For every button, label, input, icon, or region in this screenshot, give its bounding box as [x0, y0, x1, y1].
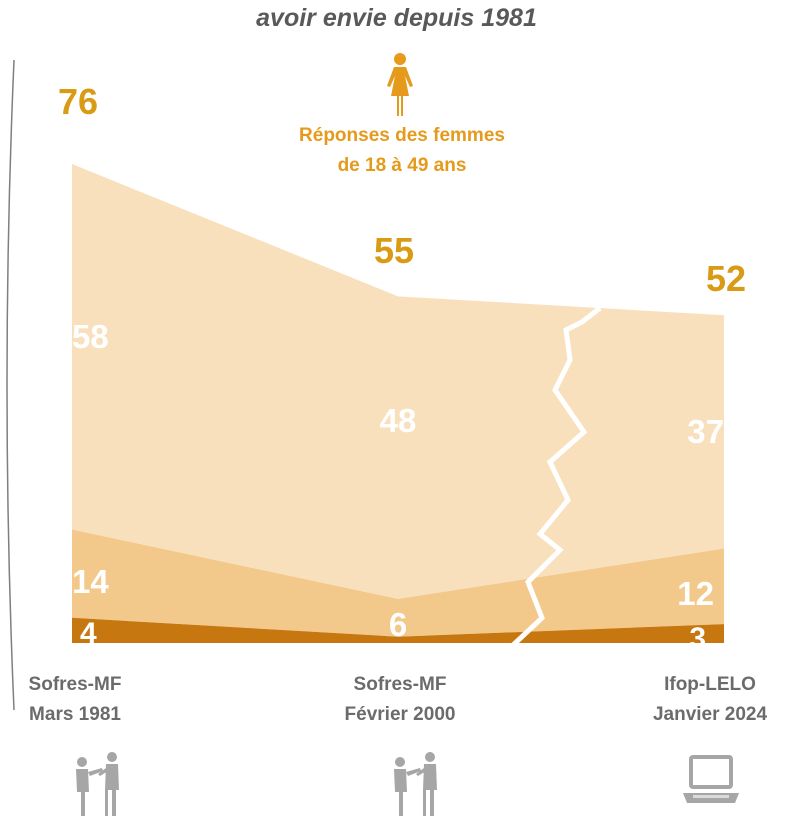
source-2024: Ifop-LELO Janvier 2024	[610, 670, 793, 730]
interview-people-icon	[76, 752, 119, 816]
bottom-band-value-label: 4	[80, 617, 97, 650]
source-date: Février 2000	[344, 704, 456, 725]
interview-people-icon	[394, 752, 437, 816]
top-band-value-label: 37	[687, 413, 724, 450]
total-value-label: 55	[374, 230, 414, 271]
top-band-value-label: 58	[72, 318, 109, 355]
middle-band-value-label: 14	[72, 563, 109, 600]
women-label-line1: Réponses des femmes	[299, 125, 505, 146]
women-label-line2: de 18 à 49 ans	[337, 155, 467, 176]
area-band-bottom	[72, 617, 724, 643]
laptop-icon	[683, 755, 739, 803]
area-band-middle	[72, 529, 724, 637]
woman-icon	[387, 53, 413, 116]
source-name: Ifop-LELO	[664, 674, 756, 695]
source-date: Mars 1981	[29, 704, 121, 725]
top-band-value-label: 48	[380, 402, 417, 439]
middle-band-value-label: 12	[677, 575, 714, 612]
source-1981: Sofres-MF Mars 1981	[0, 670, 175, 730]
source-name: Sofres-MF	[353, 674, 447, 695]
source-2000: Sofres-MF Février 2000	[300, 670, 500, 730]
bottom-band-value-label: 3	[689, 622, 706, 655]
total-value-label: 52	[706, 258, 746, 299]
side-arc-decoration	[6, 60, 15, 710]
data-break-line	[510, 306, 602, 648]
middle-band-value-label: 6	[389, 606, 407, 643]
source-date: Janvier 2024	[652, 704, 768, 725]
total-value-label: 76	[58, 81, 98, 122]
women-respondents-label: Réponses des femmes de 18 à 49 ans	[262, 121, 542, 181]
chart-subtitle: avoir envie depuis 1981	[256, 4, 537, 32]
source-name: Sofres-MF	[28, 674, 122, 695]
